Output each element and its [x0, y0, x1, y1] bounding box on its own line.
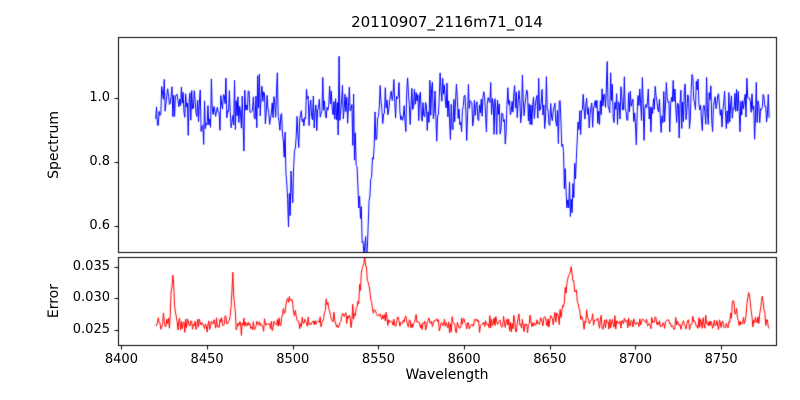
x-tick-label: 8750: [704, 352, 738, 367]
error-y-tick-label: 0.030: [72, 290, 110, 306]
spectrum-y-tick-label: 1.0: [89, 89, 110, 105]
spectrum-y-tick-label: 0.6: [89, 218, 110, 234]
x-tick-label: 8550: [361, 352, 395, 367]
x-tick-label: 8400: [104, 352, 138, 367]
x-axis-label: Wavelength: [405, 367, 489, 383]
x-tick-label: 8650: [533, 352, 567, 367]
x-tick-label: 8500: [276, 352, 310, 367]
x-tick-label: 8450: [190, 352, 224, 367]
x-tick-label: 8700: [618, 352, 653, 367]
error-y-tick-label: 0.035: [72, 259, 110, 275]
spectrum-y-tick-label: 0.8: [89, 154, 110, 170]
chart-title: 20110907_2116m71_014: [351, 13, 543, 31]
error-y-tick-label: 0.025: [72, 321, 110, 337]
x-tick-label: 8600: [447, 352, 481, 367]
